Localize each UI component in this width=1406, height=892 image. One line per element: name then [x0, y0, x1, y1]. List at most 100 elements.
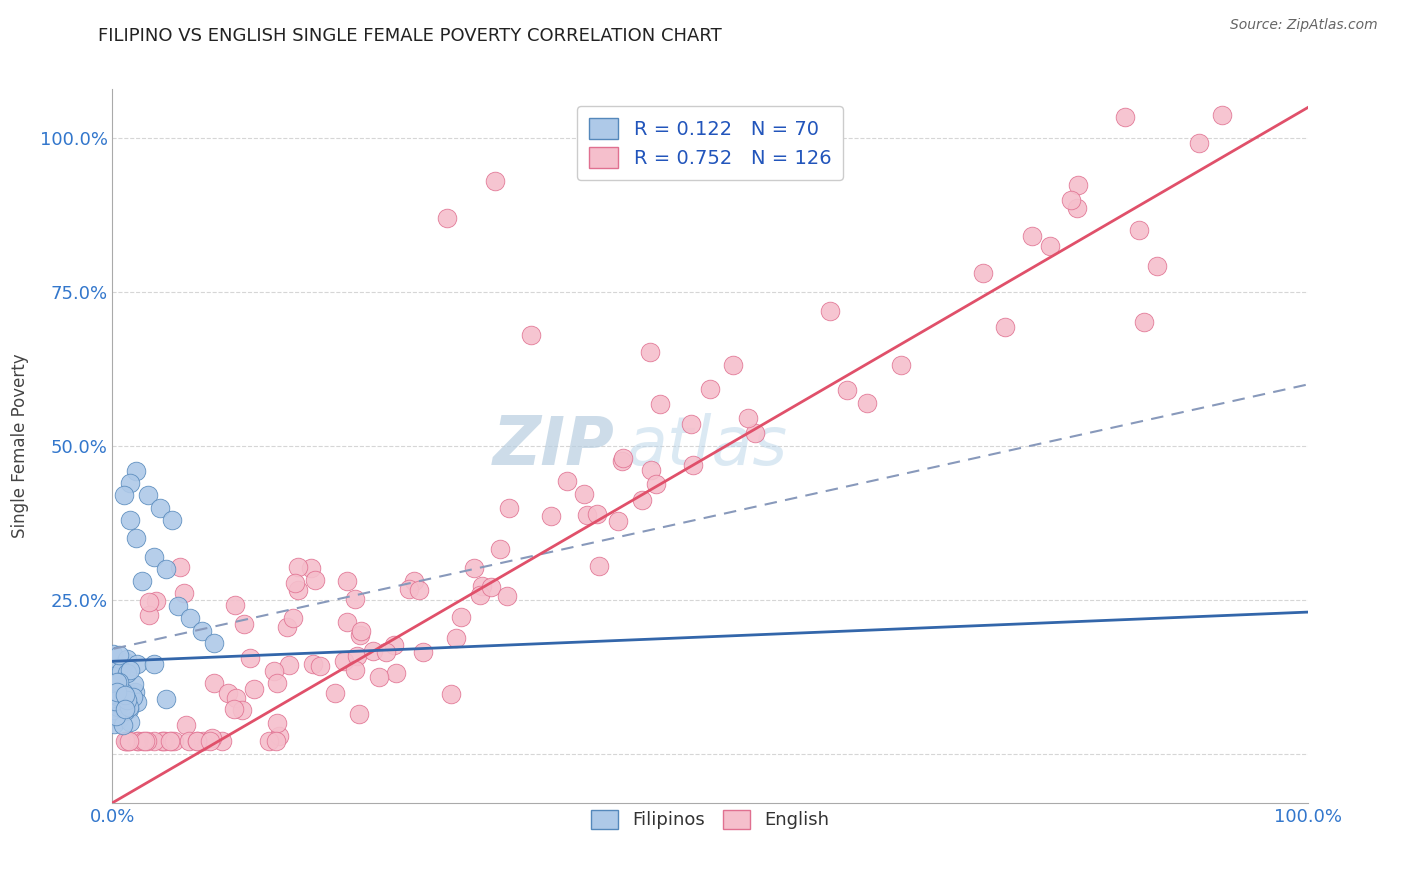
Point	[287, 582, 309, 597]
Point	[224, 599, 246, 613]
Point	[1039, 239, 1062, 253]
Point	[202, 676, 225, 690]
Point	[118, 734, 141, 748]
Point	[143, 549, 166, 564]
Point	[575, 508, 598, 522]
Point	[1211, 108, 1233, 122]
Point	[890, 359, 912, 373]
Point	[118, 734, 141, 748]
Point	[125, 657, 148, 672]
Point	[266, 716, 288, 731]
Point	[361, 644, 384, 658]
Point	[122, 677, 145, 691]
Point	[612, 451, 634, 466]
Point	[408, 583, 430, 598]
Point	[103, 647, 125, 661]
Point	[179, 611, 201, 625]
Point	[302, 657, 325, 671]
Point	[136, 734, 159, 748]
Point	[1133, 315, 1156, 329]
Point	[110, 664, 132, 678]
Point	[125, 695, 148, 709]
Point	[444, 632, 467, 646]
Point	[450, 610, 472, 624]
Point	[374, 645, 396, 659]
Point	[115, 690, 138, 704]
Point	[149, 500, 172, 515]
Point	[111, 718, 134, 732]
Point	[336, 615, 359, 629]
Point	[211, 734, 233, 748]
Point	[335, 574, 357, 588]
Point	[101, 669, 124, 683]
Point	[114, 702, 136, 716]
Point	[1146, 259, 1168, 273]
Point	[108, 648, 131, 662]
Point	[344, 663, 367, 677]
Point	[114, 688, 136, 702]
Point	[323, 686, 346, 700]
Point	[138, 488, 160, 502]
Point	[1114, 110, 1136, 124]
Point	[723, 358, 745, 372]
Point	[104, 694, 127, 708]
Point	[138, 595, 160, 609]
Point	[520, 328, 543, 343]
Point	[111, 690, 134, 705]
Point	[367, 670, 389, 684]
Point	[125, 734, 148, 748]
Point	[103, 717, 125, 731]
Point	[555, 475, 578, 489]
Point	[162, 734, 184, 748]
Point	[484, 174, 506, 188]
Point	[121, 690, 143, 705]
Point	[127, 734, 149, 748]
Point	[120, 715, 142, 730]
Point	[120, 513, 142, 527]
Point	[114, 655, 136, 669]
Point	[332, 654, 354, 668]
Point	[1066, 178, 1088, 192]
Point	[818, 303, 841, 318]
Point	[263, 665, 285, 679]
Point	[398, 582, 420, 596]
Point	[162, 513, 183, 527]
Text: FILIPINO VS ENGLISH SINGLE FEMALE POVERTY CORRELATION CHART: FILIPINO VS ENGLISH SINGLE FEMALE POVERT…	[98, 27, 723, 45]
Point	[231, 703, 253, 717]
Point	[115, 699, 138, 714]
Point	[110, 684, 132, 698]
Point	[402, 574, 425, 588]
Point	[586, 507, 609, 521]
Point	[153, 734, 176, 748]
Point	[631, 492, 654, 507]
Point	[856, 396, 879, 410]
Point	[972, 266, 994, 280]
Point	[105, 680, 128, 694]
Point	[471, 579, 494, 593]
Point	[150, 734, 173, 748]
Point	[107, 699, 129, 714]
Point	[243, 682, 266, 697]
Legend: Filipinos, English: Filipinos, English	[583, 803, 837, 837]
Point	[108, 694, 131, 708]
Point	[682, 458, 704, 472]
Point	[412, 645, 434, 659]
Point	[1021, 228, 1043, 243]
Point	[344, 592, 367, 607]
Point	[155, 692, 177, 706]
Point	[105, 677, 128, 691]
Point	[159, 734, 181, 748]
Point	[105, 675, 128, 690]
Point	[167, 599, 190, 613]
Point	[155, 562, 177, 576]
Point	[610, 454, 633, 468]
Point	[346, 648, 368, 663]
Point	[384, 638, 406, 652]
Point	[101, 688, 124, 702]
Point	[217, 686, 239, 700]
Point	[114, 488, 135, 502]
Point	[120, 475, 142, 490]
Point	[994, 320, 1017, 334]
Point	[645, 476, 668, 491]
Point	[681, 417, 703, 431]
